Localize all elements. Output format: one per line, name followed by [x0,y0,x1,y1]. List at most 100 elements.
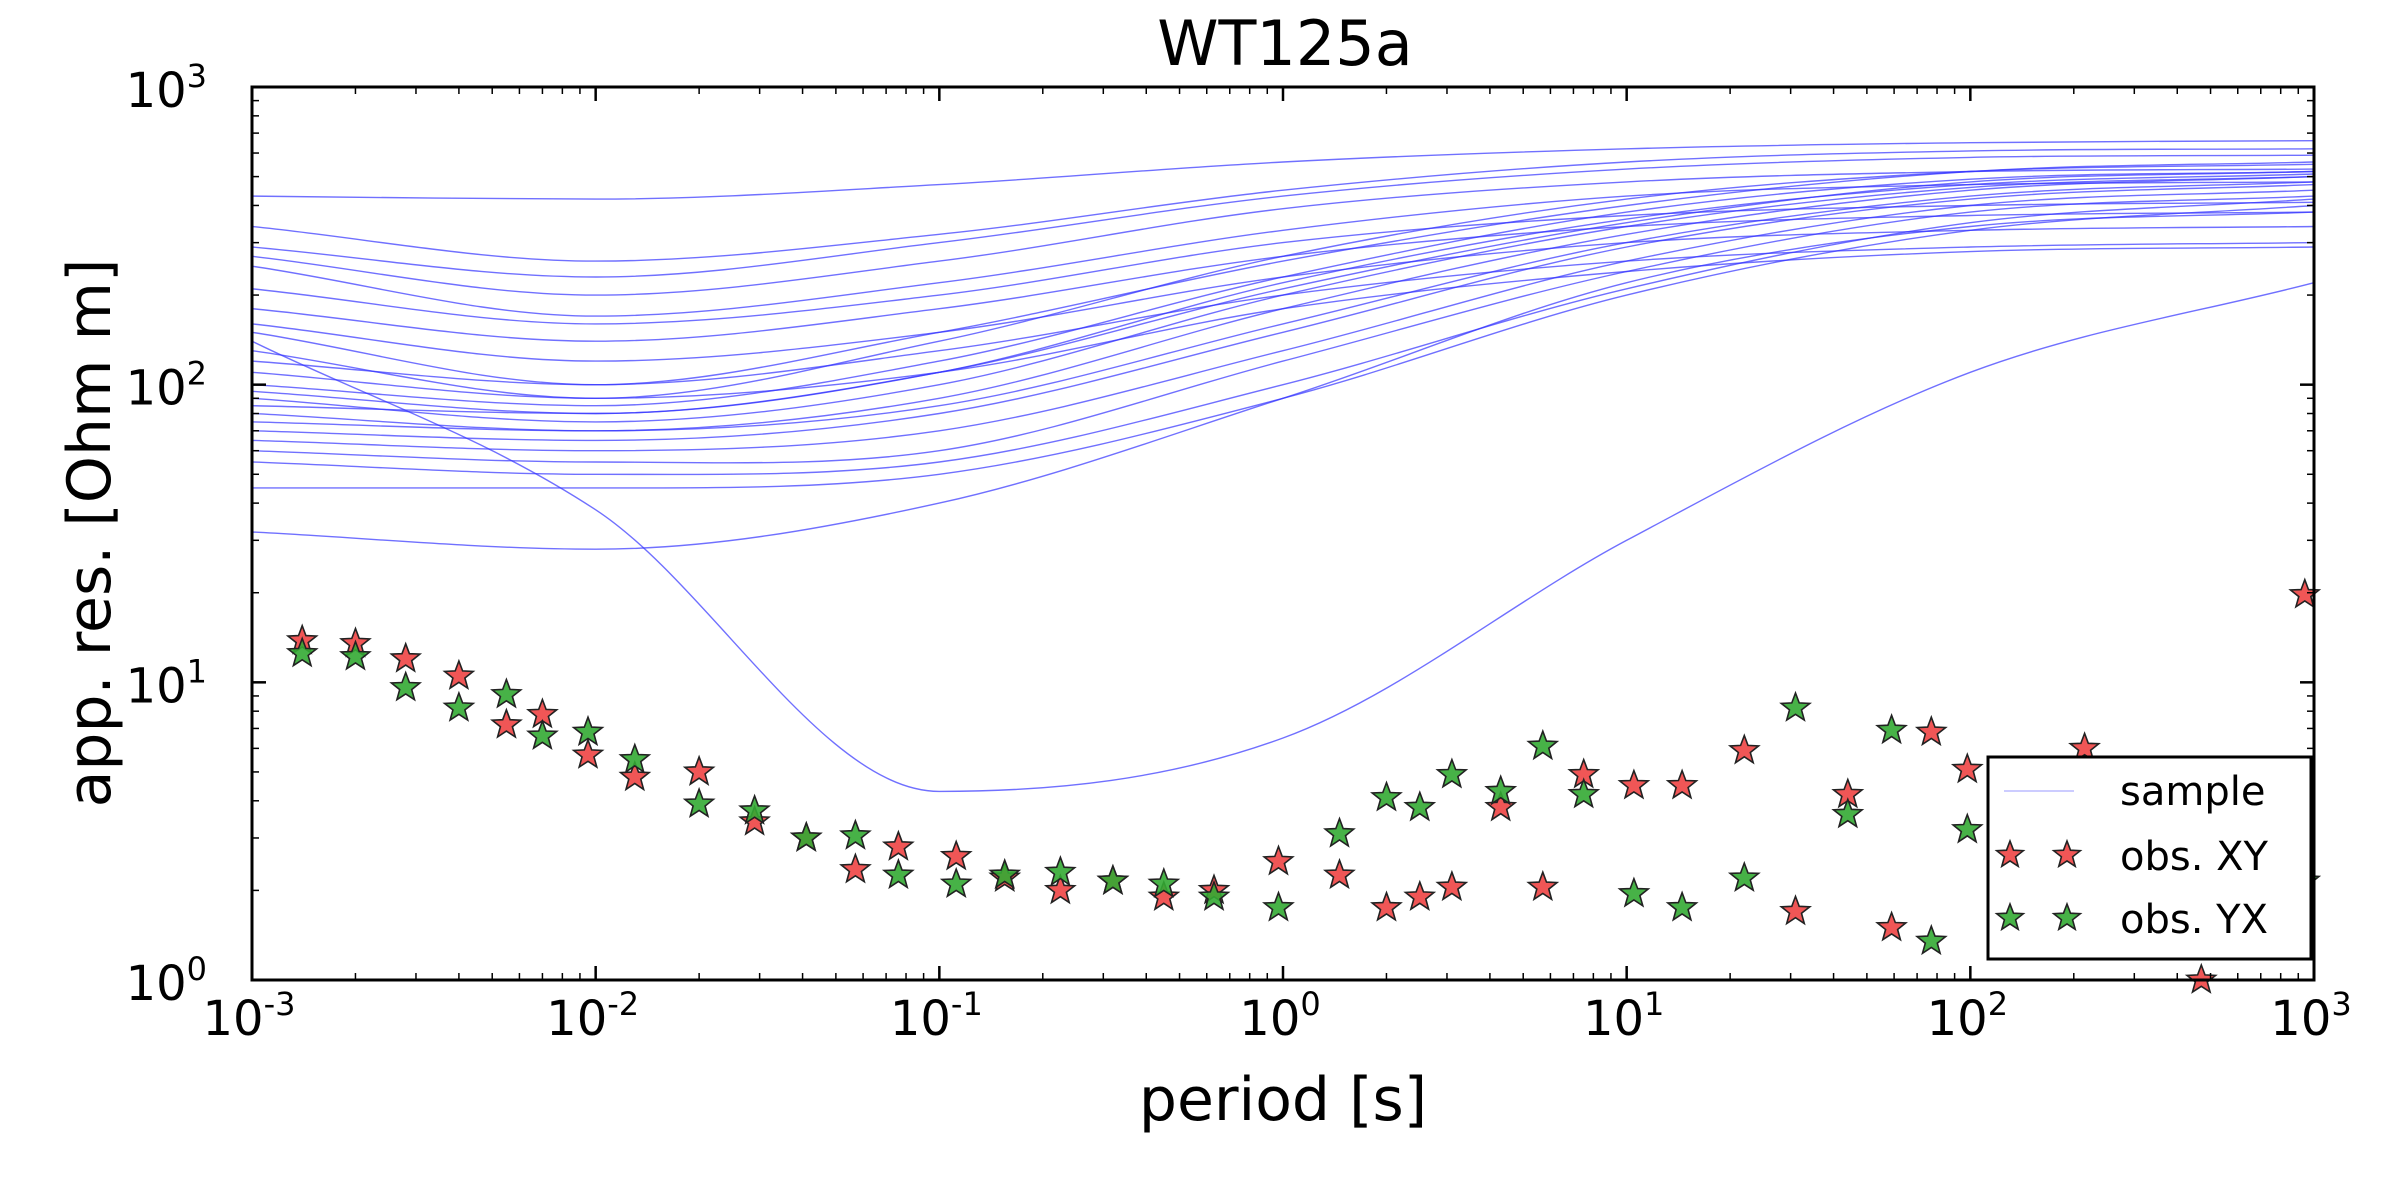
obs-xy-point [1370,890,1403,922]
obs-yx-point [442,690,476,722]
obs-yx-point [682,786,716,819]
obs-xy-point [1323,857,1356,890]
sample-curve-25 [251,282,2315,793]
x-tick-label: 10-1 [890,985,983,1047]
chart-title: WT125a [1157,7,1413,80]
y-tick-label: 100 [126,950,207,1012]
obs-yx-point [339,639,372,671]
obs-yx-point [1617,876,1651,908]
legend-xy-marker [2051,838,2083,869]
obs-xy-point [1727,733,1761,765]
obs-yx-point [1262,890,1295,922]
obs-xy-point [1950,752,1984,784]
obs-yx-point [1831,797,1865,829]
obs-xy-point [1875,910,1908,942]
obs-yx-point [1370,780,1403,812]
obs-yx-point [1197,879,1231,912]
sample-curves [251,140,2315,793]
obs-xy-point [881,829,915,861]
obs-xy-point [682,754,716,786]
obs-xy-point [1617,768,1651,800]
legend-yx-marker [2051,901,2083,932]
x-tick-label: 10-2 [546,985,639,1047]
obs-xy-point [490,707,523,739]
obs-xy-point [1526,869,1560,902]
obs-yx-point [1323,816,1356,848]
obs-xy-point [1435,869,1469,902]
sample-curve-24 [251,211,2315,550]
obs-yx-point [1567,777,1601,809]
obs-xy-point [1484,790,1518,822]
obs-xy-point [1779,894,1812,926]
obs-xy-point [442,658,476,691]
y-axis-ticks: 100 101 102 103 [126,57,2314,1012]
observation-markers [285,577,2322,994]
obs-xy-point [1043,873,1077,905]
legend-yx-markers [1994,901,2083,932]
obs-yx-point [881,857,915,890]
obs-yx-point [490,677,523,709]
obs-yx-point [1096,863,1130,896]
obs-xy-point [2068,731,2101,763]
obs-xy-point [1262,844,1295,876]
obs-yx-point [389,670,423,702]
sample-curve-23 [252,204,2315,489]
obs-yx-point [839,818,872,850]
obs-yx-point [789,820,823,852]
y-tick-label: 101 [126,652,207,714]
obs-yx-point [1875,713,1908,745]
y-axis-label: app. res. [Ohm m] [55,259,125,808]
obs-xy-point [1665,768,1699,800]
obs-xy-point [738,804,771,836]
legend-label-yx: obs. YX [2120,897,2268,943]
sample-curve-22 [251,198,2315,476]
obs-yx-point [738,793,771,825]
sample-curve-18 [251,181,2315,432]
sample-curve-21 [251,195,2315,464]
obs-yx-point [1435,757,1469,789]
obs-yx-point [1779,690,1812,722]
obs-yx-point [1727,860,1761,893]
x-tick-label: 101 [1583,985,1664,1047]
obs-xy-point [1147,879,1181,912]
obs-yx-point [571,714,605,747]
sample-curve-16 [251,170,2315,415]
x-tick-label: 103 [2270,985,2351,1047]
x-tick-label: 10-3 [203,985,296,1047]
obs-xy-point [571,737,605,769]
obs-yx-point [1914,923,1948,956]
sample-curve-1 [251,140,2315,200]
sample-curve-15 [251,175,2315,423]
obs-yx-point [1950,812,1984,844]
sample-curve-13 [251,170,2315,407]
sample-curve-19 [251,183,2315,442]
obs-xy-point [1403,879,1437,912]
sample-curve-20 [251,189,2315,452]
obs-yx-point [1484,774,1518,806]
x-axis-label: period [s] [1139,1065,1427,1135]
obs-yx-point [285,636,319,668]
obs-xy-point [1914,714,1948,747]
sample-curve-2 [251,148,2315,262]
obs-yx-point [1526,728,1560,761]
obs-yx-point [1147,866,1181,899]
legend-label-sample: sample [2120,769,2265,815]
obs-yx-point [988,857,1022,890]
obs-yx-point [618,742,652,774]
obs-xy-point [839,852,872,884]
sample-curve-12 [251,163,2315,400]
obs-xy-point [389,641,423,673]
legend-xy-markers [1994,838,2083,869]
obs-yx-point [526,718,559,751]
sample-curve-6 [251,201,2315,325]
y-tick-label: 102 [126,355,207,417]
obs-yx-point [1043,855,1077,887]
obs-xy-point [618,759,652,792]
x-tick-label: 100 [1239,985,1320,1047]
legend-label-xy: obs. XY [2120,834,2269,880]
x-tick-label: 102 [1927,985,2008,1047]
obs-yx-point [1403,790,1437,822]
obs-yx-point [1665,890,1699,922]
sample-curve-3 [251,154,2315,278]
